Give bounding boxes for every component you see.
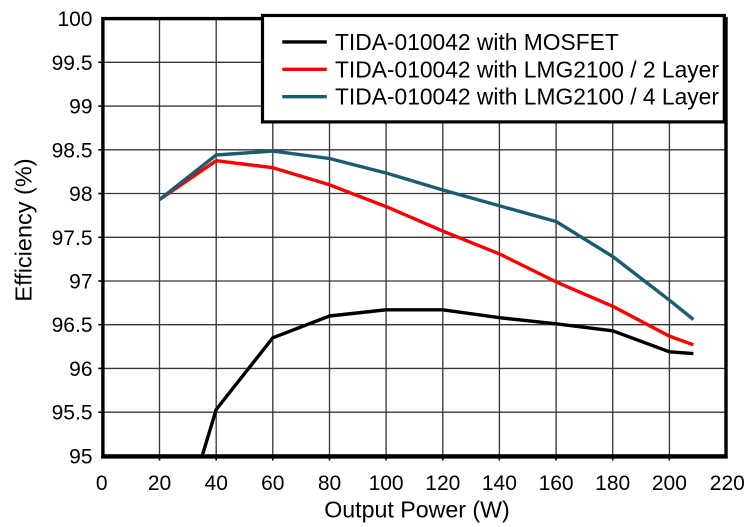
svg-text:40: 40 <box>205 472 228 495</box>
svg-text:160: 160 <box>539 472 574 495</box>
svg-text:98: 98 <box>69 183 92 206</box>
svg-text:TIDA-010042 with LMG2100 / 2 L: TIDA-010042 with LMG2100 / 2 Layer <box>335 56 719 82</box>
svg-text:97.5: 97.5 <box>52 227 93 250</box>
svg-text:120: 120 <box>425 472 460 495</box>
svg-text:20: 20 <box>148 472 171 495</box>
svg-text:80: 80 <box>318 472 341 495</box>
svg-text:96.5: 96.5 <box>52 314 93 337</box>
svg-text:100: 100 <box>57 8 92 31</box>
svg-text:220: 220 <box>710 472 745 495</box>
svg-text:140: 140 <box>482 472 517 495</box>
svg-text:Output Power (W): Output Power (W) <box>324 497 510 523</box>
svg-text:180: 180 <box>595 472 630 495</box>
svg-text:96: 96 <box>69 358 92 381</box>
svg-text:Efficiency (%): Efficiency (%) <box>11 158 37 301</box>
svg-text:TIDA-010042 with MOSFET: TIDA-010042 with MOSFET <box>335 29 619 55</box>
svg-text:95: 95 <box>69 445 92 468</box>
svg-text:97: 97 <box>69 271 92 294</box>
svg-text:95.5: 95.5 <box>52 402 93 425</box>
svg-text:60: 60 <box>261 472 284 495</box>
svg-text:99.5: 99.5 <box>52 52 93 75</box>
svg-text:TIDA-010042 with LMG2100 / 4 L: TIDA-010042 with LMG2100 / 4 Layer <box>335 84 719 110</box>
svg-text:100: 100 <box>369 472 404 495</box>
svg-text:98.5: 98.5 <box>52 139 93 162</box>
svg-text:99: 99 <box>69 96 92 119</box>
svg-text:200: 200 <box>652 472 687 495</box>
svg-text:0: 0 <box>96 472 108 495</box>
